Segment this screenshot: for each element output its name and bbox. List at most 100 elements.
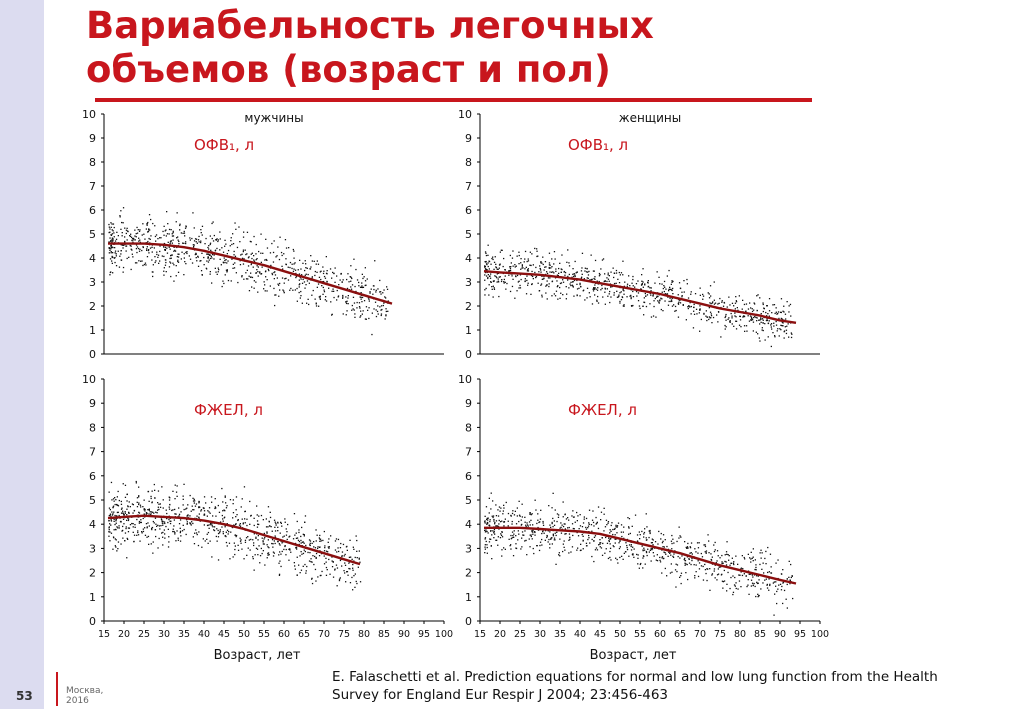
- data-point: [766, 587, 769, 589]
- data-point: [499, 276, 501, 278]
- data-point: [525, 293, 528, 295]
- data-point: [185, 251, 187, 254]
- data-point: [268, 269, 270, 272]
- data-point: [115, 546, 117, 548]
- data-point: [663, 551, 665, 553]
- data-point: [194, 532, 196, 534]
- data-point: [183, 508, 185, 511]
- data-point: [757, 575, 759, 577]
- data-point: [302, 552, 305, 555]
- data-point: [148, 500, 150, 502]
- data-point: [637, 563, 639, 565]
- data-point: [110, 240, 112, 243]
- data-point: [511, 523, 513, 525]
- data-point: [788, 305, 790, 307]
- data-point: [609, 538, 611, 540]
- data-point: [313, 260, 315, 262]
- data-point: [486, 269, 488, 271]
- data-point: [623, 305, 625, 307]
- data-point: [555, 270, 557, 272]
- data-point: [734, 576, 736, 579]
- data-point: [360, 292, 362, 294]
- data-point: [245, 278, 248, 280]
- data-point: [108, 507, 111, 509]
- data-point: [197, 256, 199, 258]
- data-point: [727, 571, 729, 574]
- data-point: [198, 513, 200, 515]
- data-point: [114, 514, 116, 517]
- data-point: [724, 560, 726, 563]
- data-point: [192, 522, 194, 525]
- data-point: [139, 504, 142, 506]
- data-point: [146, 249, 148, 251]
- data-point: [156, 253, 158, 256]
- data-point: [177, 539, 179, 541]
- title-underline: [95, 98, 812, 102]
- data-point: [524, 268, 526, 270]
- data-point: [234, 222, 236, 224]
- data-point: [485, 275, 488, 277]
- data-point: [304, 269, 306, 272]
- data-point: [775, 311, 777, 313]
- data-point: [726, 541, 728, 543]
- data-point: [699, 287, 701, 289]
- data-point: [529, 534, 531, 536]
- data-point: [254, 554, 256, 556]
- data-point: [136, 262, 138, 264]
- data-point: [513, 530, 515, 532]
- data-point: [260, 252, 262, 254]
- data-point: [141, 531, 143, 533]
- data-point: [706, 316, 709, 318]
- data-point: [273, 278, 275, 280]
- data-point: [740, 567, 743, 569]
- data-point: [174, 533, 176, 535]
- data-point: [112, 536, 115, 538]
- x-tick-label: 100: [811, 629, 829, 640]
- data-point: [583, 516, 585, 518]
- data-point: [780, 317, 782, 320]
- data-point: [729, 321, 731, 323]
- data-point: [156, 525, 158, 527]
- data-point: [640, 562, 642, 565]
- data-point: [120, 228, 122, 230]
- data-point: [257, 539, 259, 541]
- y-tick-label: 10: [458, 373, 472, 386]
- data-point: [652, 539, 654, 541]
- data-point: [273, 287, 275, 290]
- data-point: [661, 542, 664, 544]
- data-point: [610, 538, 612, 540]
- data-point: [596, 289, 599, 291]
- data-point: [255, 547, 258, 549]
- data-point: [544, 539, 546, 541]
- data-point: [216, 247, 218, 250]
- data-point: [302, 565, 304, 567]
- data-point: [657, 543, 659, 545]
- data-point: [324, 547, 326, 549]
- data-point: [713, 303, 716, 305]
- data-point: [358, 306, 361, 308]
- data-point: [556, 520, 558, 523]
- data-point: [206, 524, 209, 527]
- data-point: [283, 548, 285, 551]
- data-point: [344, 572, 346, 574]
- data-point: [135, 248, 138, 250]
- data-point: [484, 529, 486, 531]
- data-point: [350, 280, 352, 282]
- data-point: [144, 238, 146, 240]
- data-point: [155, 535, 157, 538]
- data-point: [162, 230, 164, 233]
- data-point: [494, 533, 496, 535]
- data-point: [721, 554, 723, 557]
- data-point: [279, 282, 281, 285]
- data-point: [174, 508, 176, 511]
- data-point: [563, 270, 566, 273]
- data-point: [149, 511, 151, 513]
- data-point: [500, 534, 503, 536]
- data-point: [562, 294, 564, 296]
- data-point: [324, 299, 326, 301]
- data-point: [571, 546, 574, 548]
- data-point: [351, 304, 353, 307]
- data-point: [215, 515, 217, 517]
- data-point: [599, 274, 601, 276]
- data-point: [170, 262, 172, 264]
